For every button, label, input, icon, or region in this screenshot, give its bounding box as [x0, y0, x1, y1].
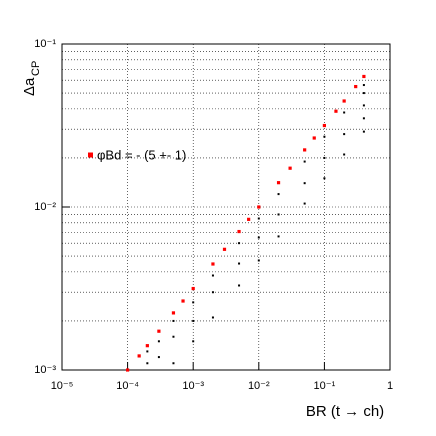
plot-frame: [61, 43, 391, 371]
scatter-point: [343, 153, 346, 156]
scatter-point: [343, 111, 346, 114]
scatter-point: [157, 329, 161, 333]
y-tick-label: 10⁻³: [34, 364, 56, 376]
scatter-point: [137, 354, 141, 358]
scatter-point: [238, 262, 241, 265]
x-tick-label: 10⁻¹: [314, 380, 336, 392]
scatter-point: [171, 311, 176, 315]
scatter-point: [237, 229, 241, 234]
scatter-point: [277, 213, 280, 216]
scatter-point: [354, 84, 358, 89]
scatter-point: [362, 74, 366, 79]
scatter-point: [211, 316, 214, 319]
scatter-point: [323, 177, 326, 180]
scatter-point: [323, 135, 326, 138]
scatter-point: [342, 99, 346, 103]
scatter-point: [276, 181, 281, 185]
scatter-point: [192, 319, 195, 322]
x-tick-label: 10⁻²: [248, 380, 270, 392]
scatter-point: [211, 291, 214, 294]
scatter-point: [303, 148, 307, 152]
scatter-point: [362, 117, 365, 120]
y-axis-label: Δa: [21, 77, 38, 96]
scatter-point: [191, 286, 195, 291]
scatter-point: [146, 350, 149, 353]
scatter-point: [181, 299, 185, 303]
scatter-point: [157, 356, 160, 359]
y-axis-label-group: Δa CP: [21, 61, 42, 96]
scatter-point: [146, 362, 149, 365]
scatter-point: [288, 166, 292, 170]
y-tick-label: 10⁻²: [34, 201, 56, 213]
scatter-point: [247, 217, 251, 221]
scatter-point: [238, 242, 241, 245]
scatter-point: [362, 104, 365, 107]
scatter-point: [211, 274, 214, 277]
scatter-point: [145, 344, 149, 348]
x-tick-label: 1: [387, 380, 393, 392]
y-tick-label: 10⁻¹: [34, 38, 56, 50]
scatter-point: [277, 235, 280, 238]
x-axis-label: BR (t → ch): [306, 403, 384, 420]
scatter-point: [362, 130, 365, 133]
scatter-point: [192, 340, 195, 343]
scatter-point: [172, 335, 175, 338]
x-tick-label: 10⁻⁴: [116, 380, 139, 392]
scatter-point: [172, 319, 175, 322]
scatter-point: [362, 92, 365, 95]
scatter-point: [303, 160, 306, 163]
scatter-point: [362, 84, 365, 87]
legend-marker: [88, 152, 93, 158]
y-axis-label-sub: CP: [30, 61, 42, 76]
scatter-point: [312, 136, 316, 140]
scatter-point: [277, 193, 280, 196]
scatter-point: [172, 362, 175, 365]
scatter-point: [323, 156, 326, 159]
scatter-point: [157, 340, 160, 343]
scatter-point: [257, 217, 260, 220]
scatter-point: [257, 236, 260, 239]
x-tick-label: 10⁻³: [182, 380, 204, 392]
scatter-point: [222, 247, 227, 251]
scatter-point: [126, 368, 130, 372]
scatter-point: [257, 205, 261, 209]
x-tick-label: 10⁻⁵: [51, 380, 74, 392]
scatter-point: [334, 109, 338, 113]
scatter-point: [322, 123, 326, 128]
scatter-point: [257, 259, 260, 262]
scatter-point: [211, 262, 215, 266]
scatter-point: [303, 182, 306, 185]
scatter-point: [343, 133, 346, 136]
scatter-point: [192, 301, 195, 304]
scatter-point: [303, 202, 306, 205]
legend-label: φBd = - (5 +- 1): [97, 147, 186, 162]
scatter-point: [238, 284, 241, 287]
